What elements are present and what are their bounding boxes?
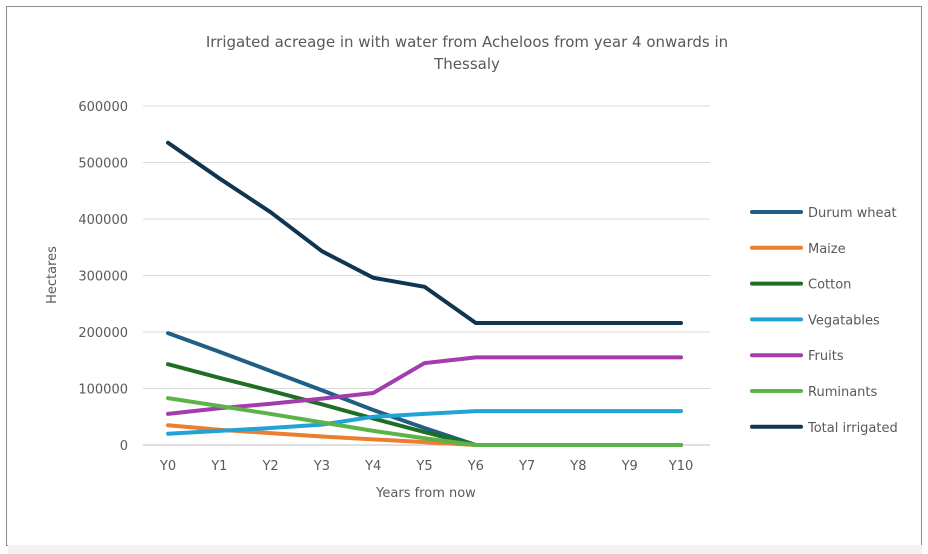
x-tick-label: Y8 [569, 459, 586, 474]
y-tick-label: 400000 [78, 213, 128, 228]
series-line-vegatables [166, 409, 683, 436]
y-tick-label: 300000 [78, 270, 128, 285]
x-tick-label: Y5 [415, 459, 432, 474]
chart-title-line2: Thessaly [433, 55, 500, 73]
y-axis-label: Hectares [45, 246, 60, 304]
x-tick-label: Y0 [159, 459, 176, 474]
frame-bottom-strip [8, 545, 922, 554]
x-tick-label: Y10 [668, 459, 693, 474]
x-tick-label: Y7 [518, 459, 535, 474]
y-tick-label: 100000 [78, 383, 128, 398]
x-tick-label: Y1 [210, 459, 227, 474]
legend-label: Ruminants [808, 385, 878, 400]
legend-label: Vegatables [808, 313, 880, 328]
legend-label: Durum wheat [808, 206, 897, 221]
y-tick-label: 200000 [78, 326, 128, 341]
x-tick-label: Y6 [467, 459, 484, 474]
x-axis-label: Years from now [375, 486, 476, 501]
y-tick-label: 500000 [78, 157, 128, 172]
legend-label: Cotton [808, 278, 851, 293]
series-line-total-irrigated [166, 140, 683, 325]
y-tick-label: 0 [120, 439, 128, 454]
chart-title: Irrigated acreage in with water from Ach… [206, 33, 728, 51]
x-tick-label: Y9 [621, 459, 638, 474]
legend-label: Fruits [808, 349, 844, 364]
series-line-fruits [166, 355, 683, 416]
x-tick-label: Y4 [364, 459, 381, 474]
x-tick-label: Y3 [313, 459, 330, 474]
x-tick-label: Y2 [261, 459, 278, 474]
series-line-ruminants [166, 396, 683, 447]
legend-label: Maize [808, 242, 846, 257]
y-tick-label: 600000 [78, 100, 128, 115]
legend-label: Total irrigated [807, 421, 898, 436]
